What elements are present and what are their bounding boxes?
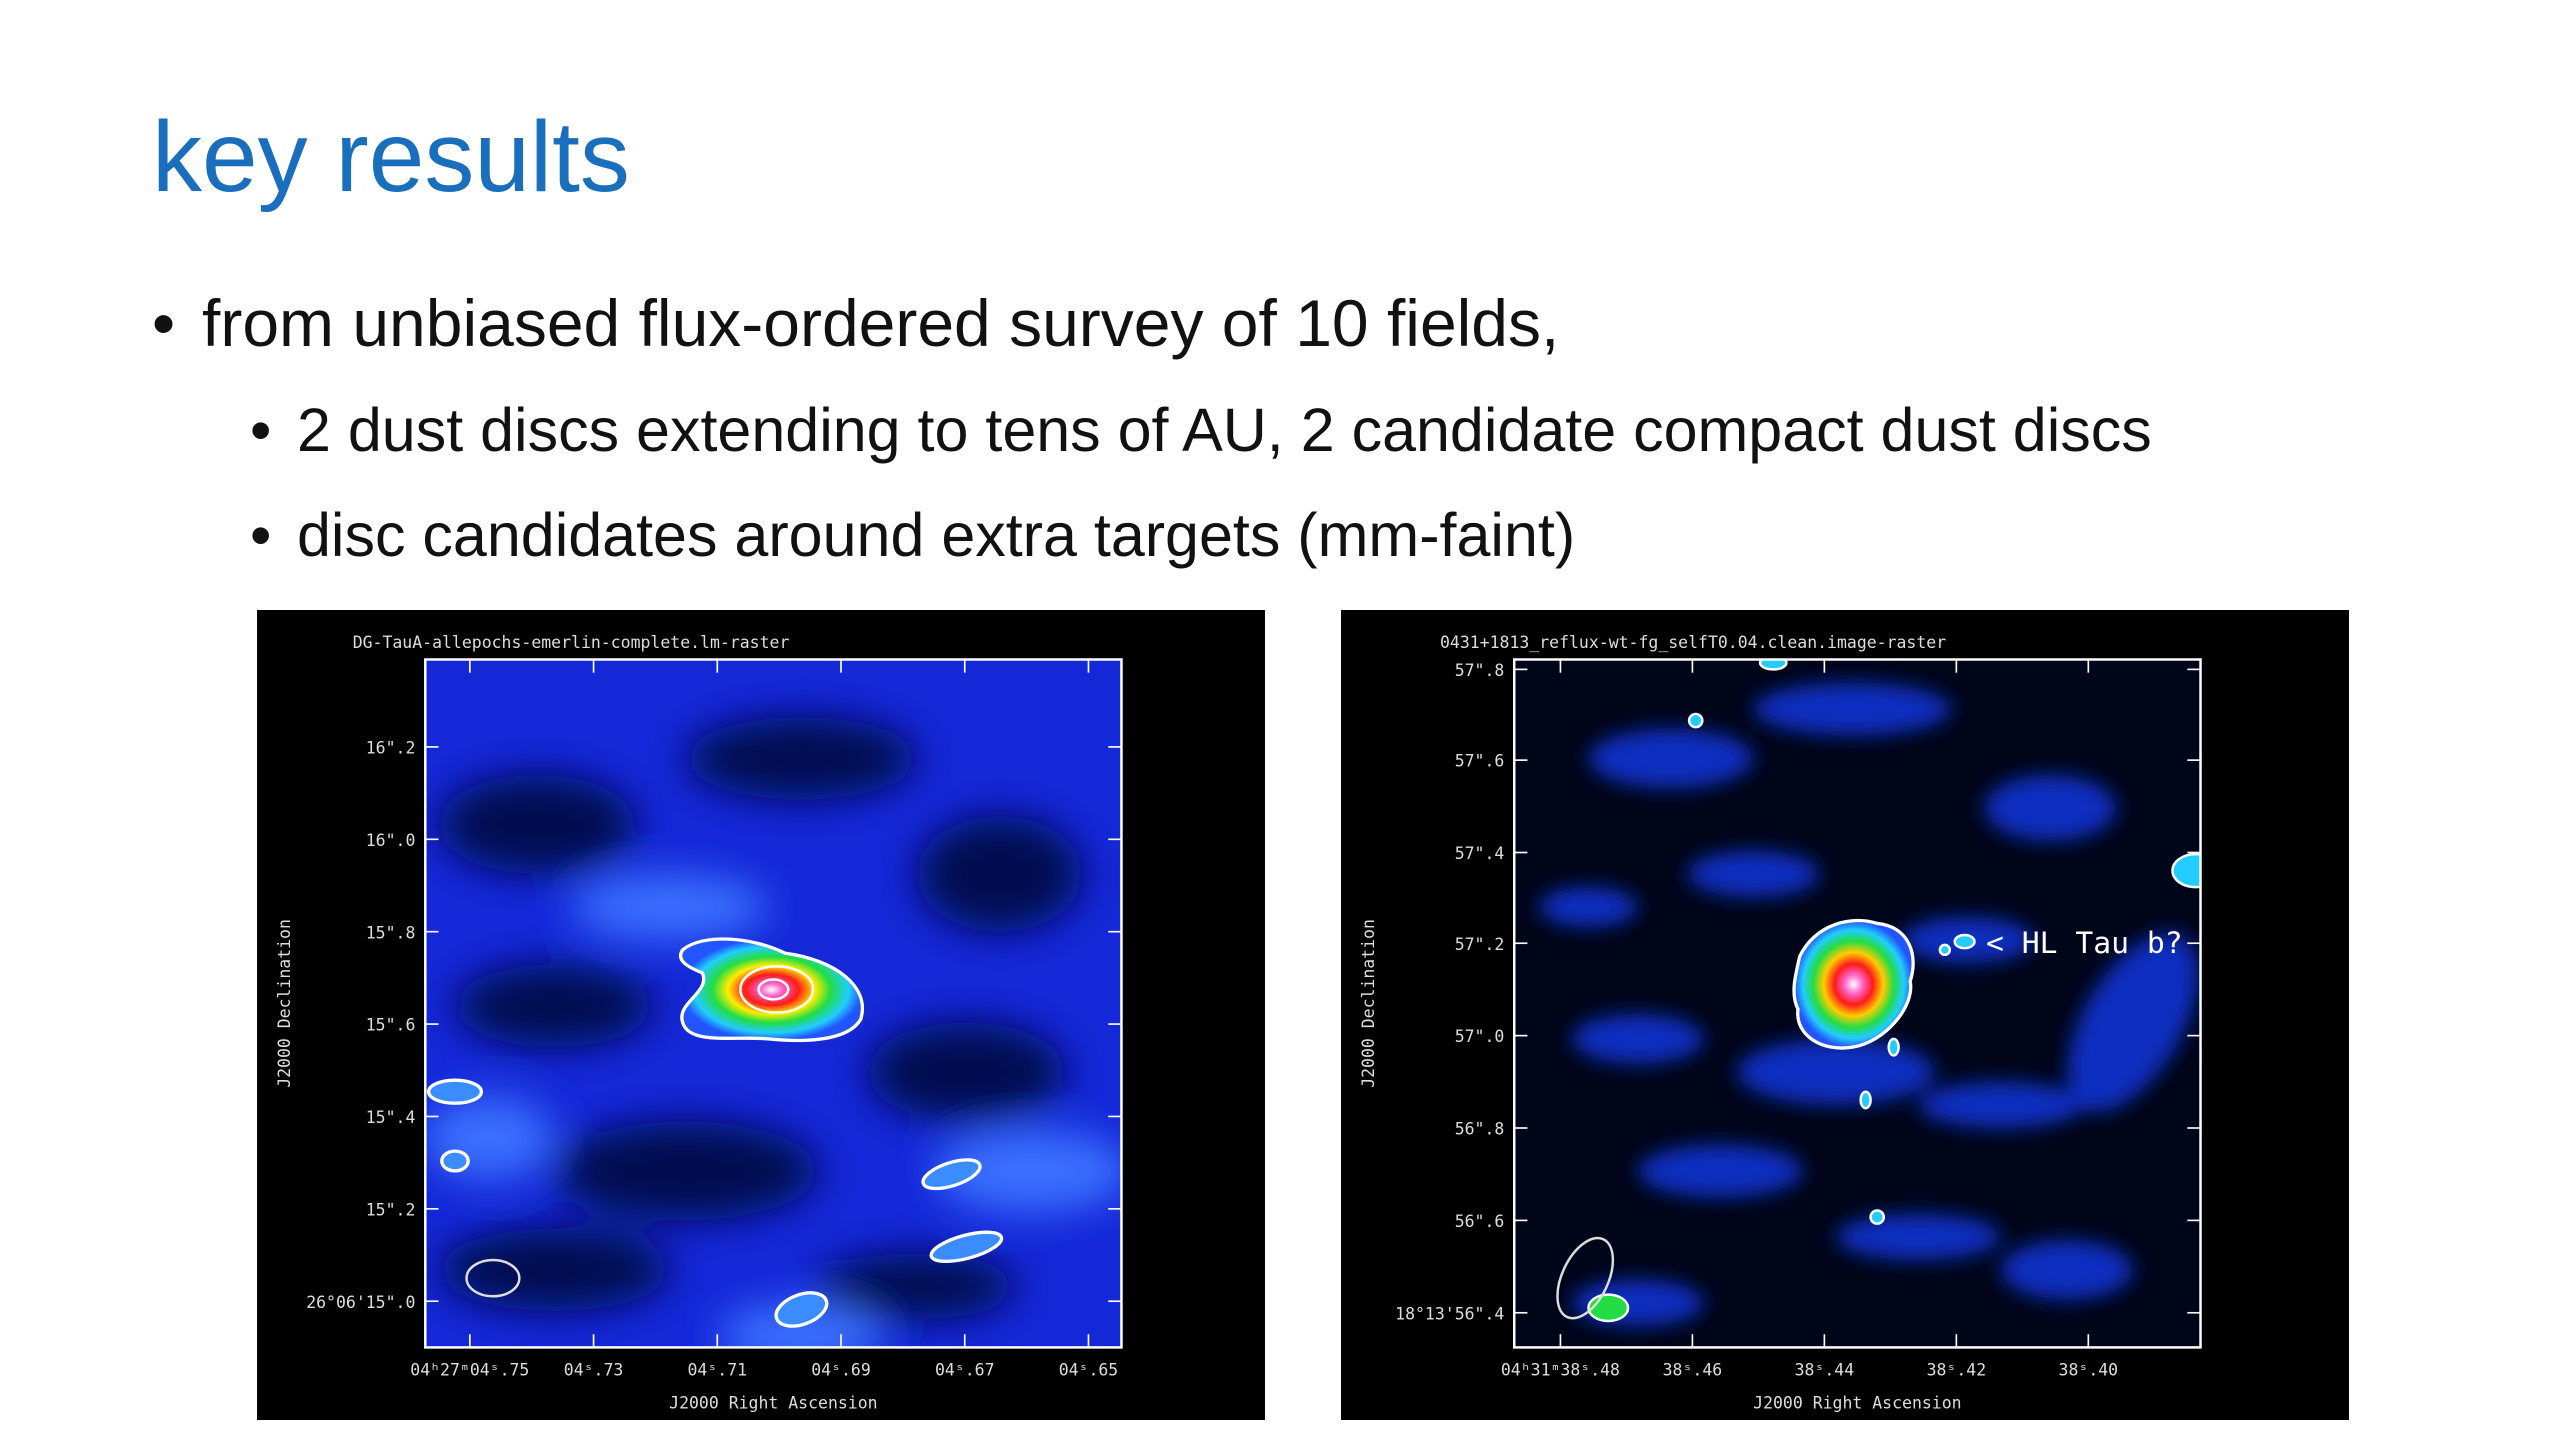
y-tick-label: 18°13'56".4 [1395,1304,1504,1323]
x-tick-label: 38ˢ.44 [1795,1360,1855,1379]
bullet-text: disc candidates around extra targets (mm… [297,501,1576,569]
axis-label: J2000 Declination [275,919,294,1088]
x-tick-label: 04ˢ.65 [1059,1360,1119,1379]
bullet-text: 2 dust discs extending to tens of AU, 2 … [297,396,2152,464]
y-tick-label: 16".0 [366,831,416,850]
y-tick-label: 15".4 [366,1108,416,1127]
x-tick-label: 04ˢ.67 [935,1360,995,1379]
x-tick-label: 38ˢ.40 [2059,1360,2119,1379]
y-tick-label: 56".8 [1455,1120,1505,1139]
x-tick-label: 04ˢ.71 [688,1360,748,1379]
y-tick-label: 57".4 [1455,844,1505,863]
figure-image: DG-TauA-allepochs-emerlin-complete.lm-ra… [257,610,1265,1420]
y-tick-label: 16".2 [366,739,416,758]
x-tick-label: 04ˢ.73 [564,1360,624,1379]
annotation: < HL Tau b? [1986,926,2183,961]
axis-label: J2000 Right Ascension [669,1393,877,1412]
x-tick-label: 04ʰ27ᵐ04ˢ.75 [410,1360,529,1379]
y-tick-label: 15".2 [366,1200,416,1219]
figure-title: 0431+1813_reflux-wt-fg_selfT0.04.clean.i… [1440,633,1946,652]
slide-title: key results [152,101,630,213]
y-tick-label: 26°06'15".0 [306,1293,415,1312]
x-tick-label: 38ˢ.42 [1927,1360,1987,1379]
x-tick-label: 38ˢ.46 [1663,1360,1723,1379]
y-tick-label: 15".8 [366,923,416,942]
x-tick-label: 04ˢ.69 [811,1360,871,1379]
y-tick-label: 15".6 [366,1016,416,1035]
bullet-text: from unbiased flux-ordered survey of 10 … [202,286,1560,360]
figure-image: 0431+1813_reflux-wt-fg_selfT0.04.clean.i… [1341,610,2349,1420]
figure-title: DG-TauA-allepochs-emerlin-complete.lm-ra… [353,633,790,652]
y-tick-label: 57".0 [1455,1027,1505,1046]
axis-label: J2000 Declination [1359,919,1378,1088]
bullet: • from unbiased flux-ordered survey of 10… [152,286,1560,360]
axis-label: J2000 Right Ascension [1753,1393,1961,1412]
y-tick-label: 57".6 [1455,752,1505,771]
y-tick-label: 56".6 [1455,1212,1505,1231]
y-tick-label: 57".2 [1455,935,1505,954]
sub-bullet: • disc candidates around extra targets (m… [250,501,1576,569]
sub-bullet: • 2 dust discs extending to tens of AU, 2… [250,396,2152,464]
x-tick-label: 04ʰ31ᵐ38ˢ.48 [1501,1360,1620,1379]
y-tick-label: 57".8 [1455,661,1505,680]
